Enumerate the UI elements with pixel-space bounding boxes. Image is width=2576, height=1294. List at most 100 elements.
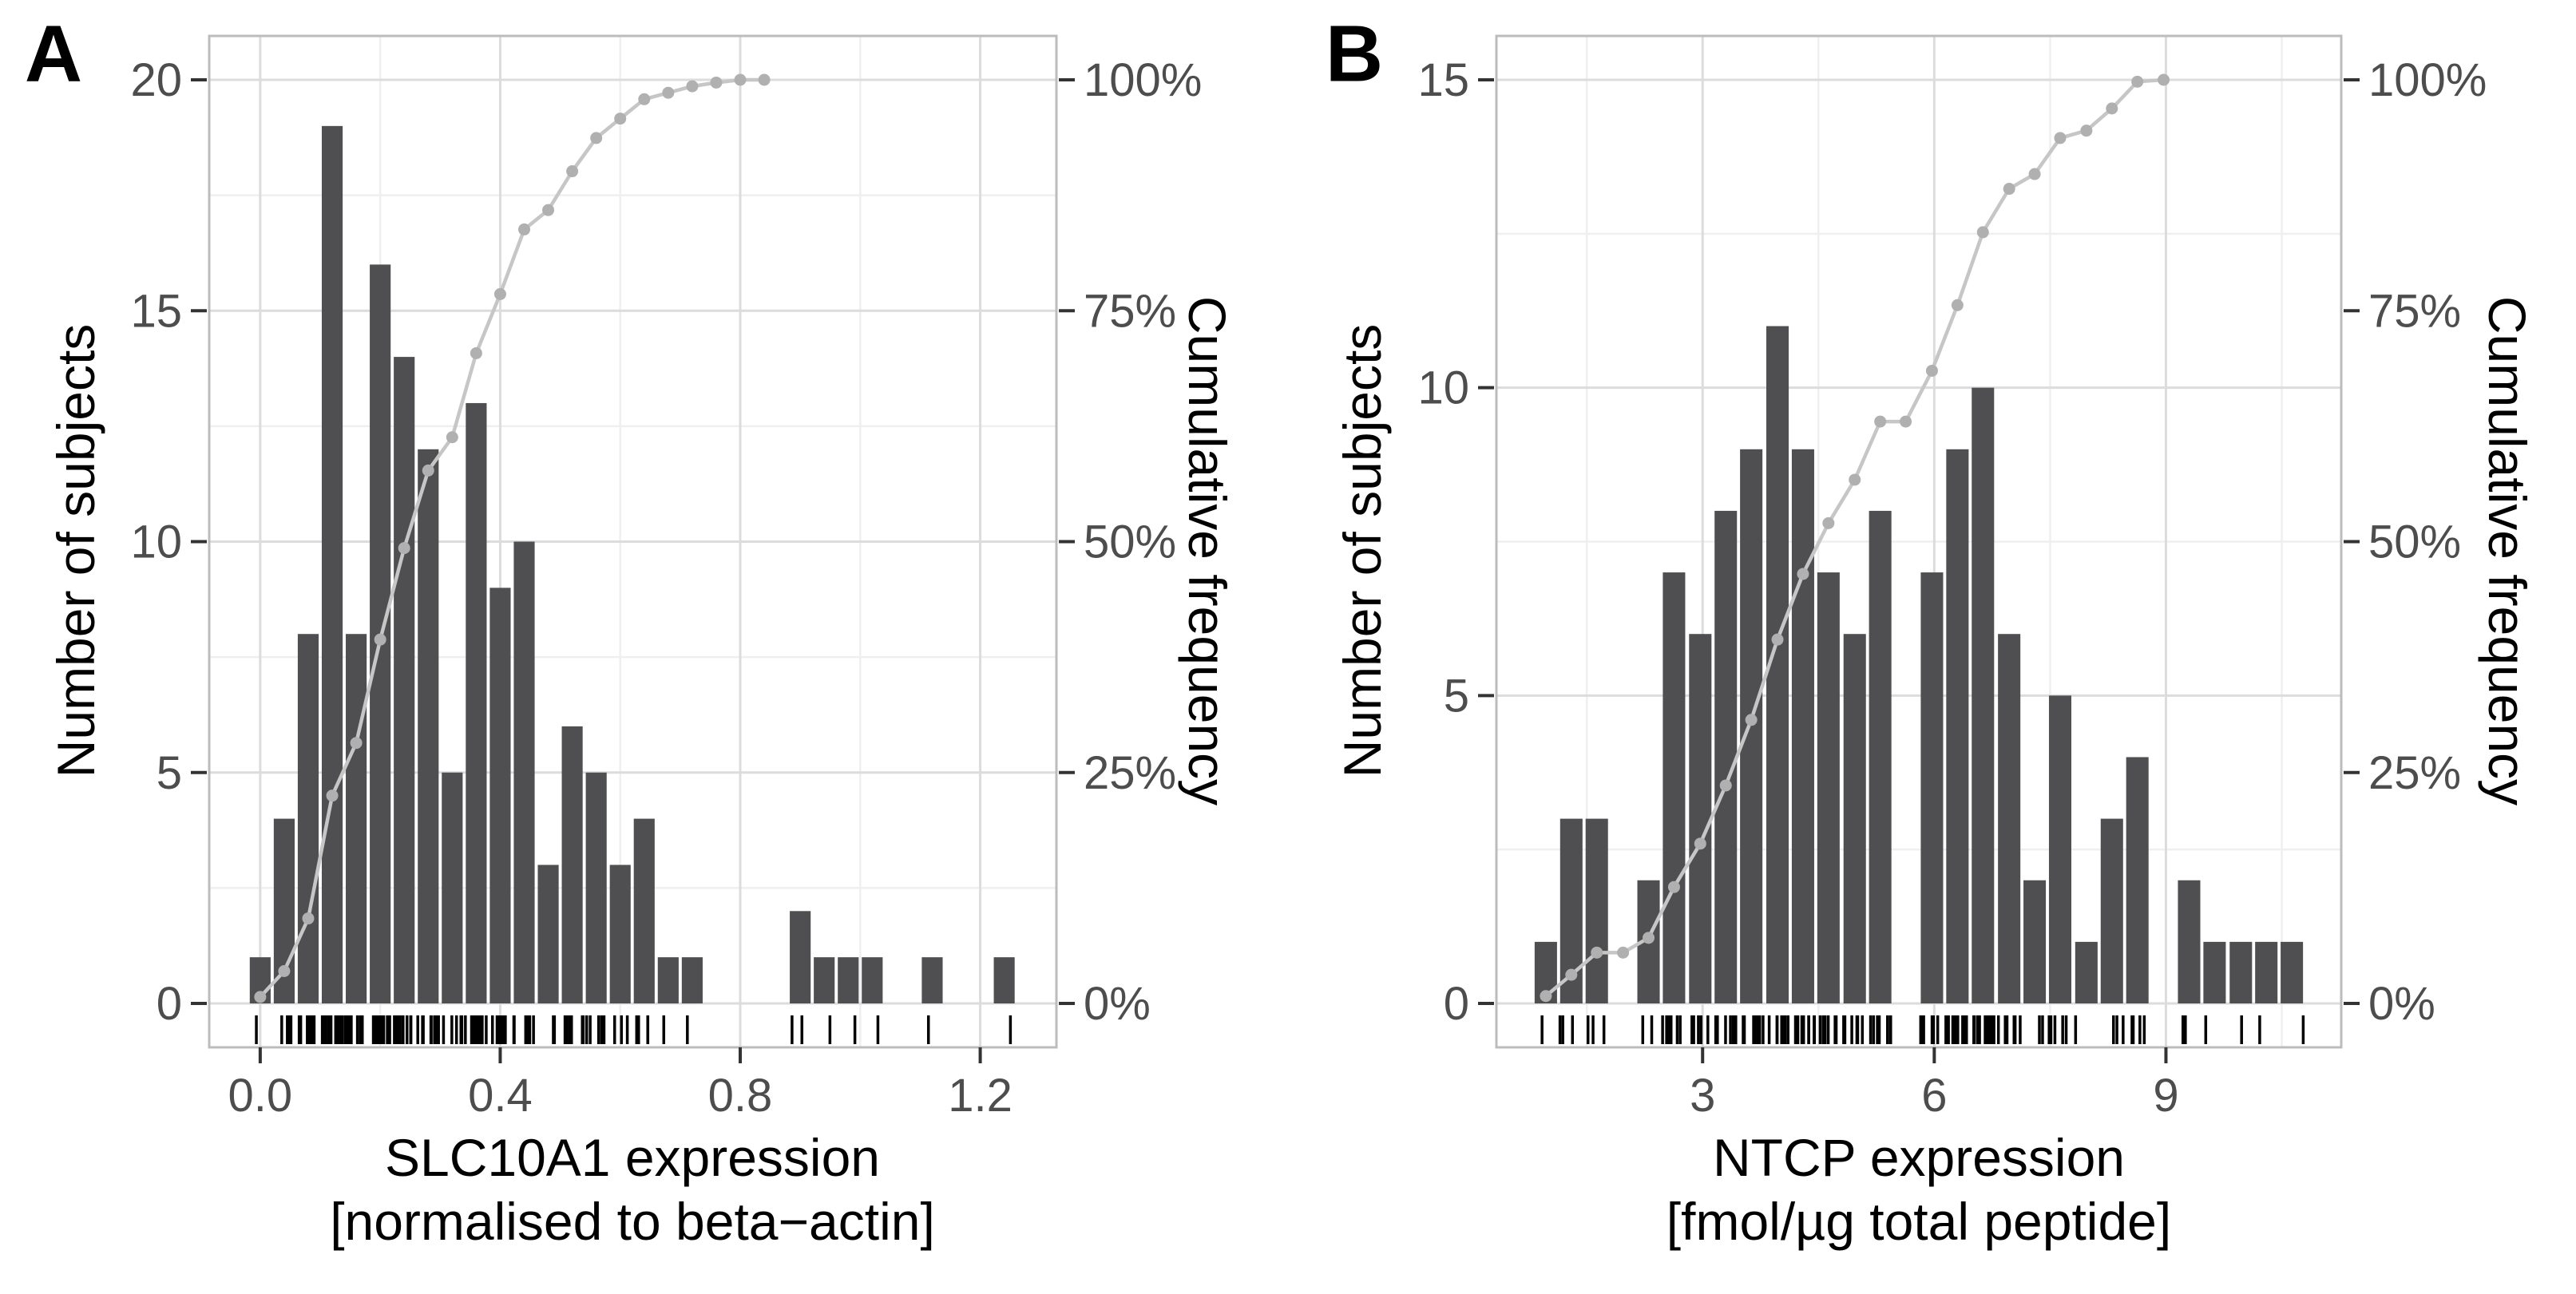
histogram-bar — [2229, 941, 2253, 1003]
cumulative-curve-point — [470, 346, 482, 359]
histogram-bar — [1791, 449, 1814, 1003]
x-tick-label: 9 — [2153, 1070, 2178, 1122]
cumulative-curve-point — [278, 965, 291, 978]
y2-tick-label: 100% — [2368, 54, 2487, 106]
cumulative-curve-point — [302, 912, 315, 925]
histogram-bar — [921, 957, 943, 1003]
histogram-bar — [657, 957, 679, 1003]
histogram-bar — [1843, 634, 1866, 1003]
cumulative-curve-points — [1540, 73, 2170, 1003]
cumulative-curve-point — [734, 73, 747, 86]
panel-a-x-title-line1: SLC10A1 expression — [384, 1128, 881, 1187]
panel-a-plot: 0.0 0.4 0.8 1.2 0 5 10 15 20 0% 25% 50% 75% 100% — [130, 34, 1202, 1122]
cumulative-curve-point — [638, 93, 651, 105]
y2-tick-label: 75% — [2368, 285, 2461, 337]
histogram-bar — [2075, 941, 2098, 1003]
cumulative-curve-point — [1976, 226, 1989, 239]
cumulative-curve-point — [1822, 516, 1835, 529]
cumulative-curve-point — [2080, 125, 2093, 137]
cumulative-curve-point — [1694, 837, 1706, 850]
histogram-bar — [394, 357, 415, 1004]
histogram-bar — [346, 634, 367, 1003]
histogram-bar — [993, 957, 1015, 1003]
histogram-bar — [790, 911, 811, 1003]
panel-border — [1495, 34, 2343, 1049]
y-tick-label: 5 — [157, 747, 182, 799]
y-tick-label: 5 — [1444, 670, 1469, 722]
x-tick-label: 3 — [1690, 1070, 1715, 1122]
histogram-bar — [585, 772, 607, 1003]
panel-a-y2-axis-title: Cumulative frequency — [1178, 295, 1237, 806]
histogram-bar — [2203, 941, 2226, 1003]
histogram-bar — [1740, 449, 1763, 1003]
cumulative-curve-point — [2003, 183, 2015, 196]
panel-b-plot: 3 6 9 0 5 10 15 0% 25% 50% 75% 100% — [1417, 34, 2487, 1122]
cumulative-curve-point — [446, 431, 458, 444]
histogram-bar — [1920, 572, 1944, 1003]
histogram-bar — [1585, 818, 1608, 1003]
cumulative-curve-point — [254, 991, 267, 1003]
cumulative-curve-point — [1951, 299, 1964, 311]
x-tick-label: 0.4 — [468, 1070, 533, 1122]
histogram-bar — [2126, 757, 2149, 1003]
tick-labels: 0.0 0.4 0.8 1.2 0 5 10 15 20 0% 25% 50% 75% 100% — [130, 54, 1202, 1122]
cumulative-curve-point — [1719, 779, 1732, 792]
histogram-bar — [838, 957, 859, 1003]
cumulative-curve-points — [254, 73, 771, 1003]
histogram-bar — [862, 957, 883, 1003]
histogram-bar — [2100, 818, 2123, 1003]
histogram-bar — [814, 957, 835, 1003]
histogram-bar — [633, 818, 655, 1003]
y2-tick-label: 50% — [2368, 516, 2461, 568]
x-tick-label: 0.8 — [708, 1070, 773, 1122]
histogram-bar — [513, 541, 535, 1003]
histogram-bar — [2281, 941, 2304, 1003]
x-tick-label: 0.0 — [228, 1070, 293, 1122]
cumulative-curve-point — [710, 76, 723, 89]
cumulative-curve-point — [590, 132, 603, 144]
cumulative-curve-point — [542, 204, 555, 216]
histogram-bar — [2048, 695, 2071, 1003]
y-tick-label: 0 — [157, 978, 182, 1030]
histogram-bar — [321, 125, 343, 1004]
tick-labels: 3 6 9 0 5 10 15 0% 25% 50% 75% 100% — [1417, 54, 2487, 1122]
histogram-bar — [2178, 880, 2201, 1003]
cumulative-curve-point — [2028, 168, 2041, 180]
axis-ticks — [191, 78, 1075, 1063]
panel-b-x-axis-title: NTCP expression [fmol/µg total peptide] — [1666, 1126, 2171, 1253]
histogram-bar — [1714, 510, 1738, 1003]
histogram-bar — [537, 865, 559, 1003]
cumulative-curve-point — [758, 73, 771, 86]
histogram-bar — [297, 634, 319, 1003]
y2-tick-label: 100% — [1084, 54, 1202, 106]
cumulative-curve-point — [1797, 568, 1809, 580]
cumulative-curve-point — [326, 789, 339, 802]
rug-marks — [255, 1015, 1013, 1044]
cumulative-curve-point — [1617, 946, 1630, 959]
cumulative-curve-point — [614, 113, 627, 125]
histogram-bar — [681, 957, 703, 1003]
panel-b-y2-axis-title: Cumulative frequency — [2478, 295, 2537, 806]
y-tick-label: 10 — [130, 516, 182, 568]
histogram-bar — [561, 726, 583, 1003]
panel-b-y-axis-title: Number of subjects — [1333, 323, 1392, 778]
y-tick-label: 20 — [130, 54, 182, 106]
cumulative-curve-point — [1540, 990, 1552, 1003]
cumulative-curve-line — [258, 77, 767, 999]
cumulative-curve-point — [422, 464, 434, 477]
panel-b-x-title-line1: NTCP expression — [1713, 1128, 2125, 1187]
panel-a-x-axis-title: SLC10A1 expression [normalised to beta−a… — [330, 1126, 935, 1253]
y-tick-label: 15 — [1417, 54, 1469, 106]
cumulative-curve-point — [2158, 73, 2170, 86]
y2-tick-label: 25% — [2368, 747, 2461, 799]
cumulative-curve-point — [1565, 968, 1578, 981]
gridlines-minor — [1496, 36, 2341, 1047]
cumulative-curve-point — [1667, 880, 1680, 893]
cumulative-curve-point — [662, 86, 675, 99]
y-tick-label: 10 — [1417, 362, 1469, 414]
panel-border — [208, 34, 1058, 1049]
cumulative-curve-point — [2106, 102, 2118, 115]
y2-tick-label: 25% — [1084, 747, 1176, 799]
